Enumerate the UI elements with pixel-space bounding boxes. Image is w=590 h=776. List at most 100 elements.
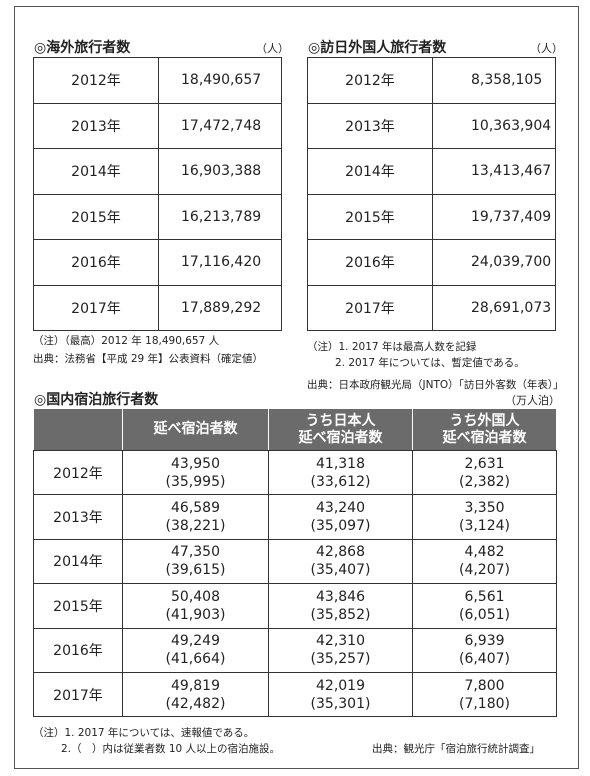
value-cell: 18,490,657 [158, 57, 282, 104]
year-cell: 2014年 [33, 148, 159, 195]
value-cell: 2,631 (2,382) [412, 450, 557, 496]
value-cell: 24,039,700 [432, 239, 556, 286]
value-cell: 46,589 (38,221) [122, 494, 269, 540]
value-text: (41,903) [165, 606, 226, 623]
section-title: ◎海外旅行者数 [34, 40, 131, 56]
value-text: (35,097) [310, 518, 371, 535]
year-cell: 2012年 [307, 57, 433, 104]
value-text: 42,868 [316, 544, 365, 561]
value-text: (35,407) [310, 562, 371, 579]
value-cell: 17,889,292 [158, 284, 282, 331]
value-cell: 47,350 (39,615) [122, 538, 269, 585]
value-cell: 6,561 (6,051) [412, 583, 557, 629]
value-text: 46,589 [171, 500, 220, 517]
page-frame [14, 6, 579, 769]
value-text: 6,939 [464, 633, 505, 650]
value-cell: 50,408 (41,903) [122, 583, 269, 629]
header-text: 延べ宿泊者数 [442, 429, 527, 446]
section-title: ◎国内宿泊旅行者数 [34, 392, 159, 408]
value-text: 4,482 [464, 544, 505, 561]
year-cell: 2017年 [33, 672, 123, 718]
value-cell: 7,800 (7,180) [412, 672, 557, 718]
header-text: 延べ宿泊者数 [153, 421, 238, 437]
header-text: うち日本人 [305, 412, 376, 429]
value-text: 43,950 [171, 455, 220, 472]
value-text: (6,407) [458, 651, 510, 668]
value-text: (4,207) [458, 562, 510, 579]
value-text: 49,249 [171, 633, 220, 650]
note-line: 2.（ ）内は従業者数 10 人以上の宿泊施設。 [61, 743, 281, 755]
year-cell: 2013年 [33, 494, 123, 540]
value-cell: 19,737,409 [432, 193, 556, 240]
value-cell: 42,868 (35,407) [268, 538, 413, 585]
value-cell: 41,318 (33,612) [268, 450, 413, 496]
value-cell: 17,472,748 [158, 102, 282, 149]
value-text: 43,846 [316, 588, 365, 605]
value-cell: 16,903,388 [158, 148, 282, 195]
year-cell: 2014年 [307, 148, 433, 195]
value-text: (3,124) [458, 518, 510, 535]
source-line: 出典：日本政府観光局（JNTO）「訪日外客数（年表）」 [307, 379, 564, 391]
value-cell: 4,482 (4,207) [412, 538, 557, 585]
header-text: うち外国人 [449, 412, 520, 429]
value-cell: 43,846 (35,852) [268, 583, 413, 629]
value-text: 43,240 [316, 500, 365, 517]
value-cell: 13,413,467 [432, 148, 556, 195]
header-text: 延べ宿泊者数 [298, 429, 383, 446]
value-text: 49,819 [171, 677, 220, 694]
header-cell: うち外国人 延べ宿泊者数 [412, 408, 557, 451]
value-text: 41,318 [316, 455, 365, 472]
value-cell: 3,350 (3,124) [412, 494, 557, 540]
year-cell: 2015年 [33, 583, 123, 629]
value-cell: 42,310 (35,257) [268, 627, 413, 673]
note-line: （注）（最高）2012 年 18,490,657 人 [33, 335, 220, 347]
value-text: (33,612) [310, 473, 371, 490]
year-cell: 2015年 [307, 193, 433, 240]
value-cell: 6,939 (6,407) [412, 627, 557, 673]
year-cell: 2017年 [33, 284, 159, 331]
year-cell: 2014年 [33, 538, 123, 585]
year-cell: 2015年 [33, 193, 159, 240]
value-cell: 43,240 (35,097) [268, 494, 413, 540]
header-cell: 延べ宿泊者数 [122, 408, 269, 451]
value-cell: 43,950 (35,995) [122, 450, 269, 496]
value-cell: 49,249 (41,664) [122, 627, 269, 673]
value-text: 6,561 [464, 588, 505, 605]
note-line: （注）1. 2017 年は最高人数を記録 [307, 341, 477, 353]
value-text: (41,664) [165, 651, 226, 668]
value-text: 42,019 [316, 677, 365, 694]
value-text: (38,221) [165, 518, 226, 535]
year-cell: 2012年 [33, 450, 123, 496]
value-cell: 17,116,420 [158, 239, 282, 286]
year-cell: 2016年 [33, 239, 159, 286]
value-text: (42,482) [165, 695, 226, 712]
value-cell: 28,691,073 [432, 284, 556, 331]
unit-label: （人） [256, 42, 289, 55]
year-cell: 2012年 [33, 57, 159, 104]
value-cell: 10,363,904 [432, 102, 556, 149]
value-text: (35,301) [310, 695, 371, 712]
header-cell [33, 408, 123, 451]
value-text: 50,408 [171, 588, 220, 605]
year-cell: 2016年 [307, 239, 433, 286]
value-text: (6,051) [458, 606, 510, 623]
value-text: 2,631 [464, 455, 505, 472]
year-cell: 2013年 [33, 102, 159, 149]
value-text: (35,852) [310, 606, 371, 623]
value-text: (39,615) [165, 562, 226, 579]
value-text: (35,995) [165, 473, 226, 490]
value-cell: 16,213,789 [158, 193, 282, 240]
value-text: (2,382) [458, 473, 510, 490]
year-cell: 2017年 [307, 284, 433, 331]
source-line: 出典：観光庁「宿泊旅行統計調査」 [372, 743, 540, 755]
unit-label: （人） [530, 42, 563, 55]
year-cell: 2016年 [33, 627, 123, 673]
section-title: ◎訪日外国人旅行者数 [308, 40, 447, 56]
value-text: 3,350 [464, 500, 505, 517]
value-cell: 49,819 (42,482) [122, 672, 269, 718]
note-line: 2. 2017 年については、暫定値である。 [335, 357, 525, 369]
note-line: （注）1. 2017 年については、速報値である。 [33, 727, 255, 739]
header-cell: うち日本人 延べ宿泊者数 [268, 408, 413, 451]
value-text: (35,257) [310, 651, 371, 668]
